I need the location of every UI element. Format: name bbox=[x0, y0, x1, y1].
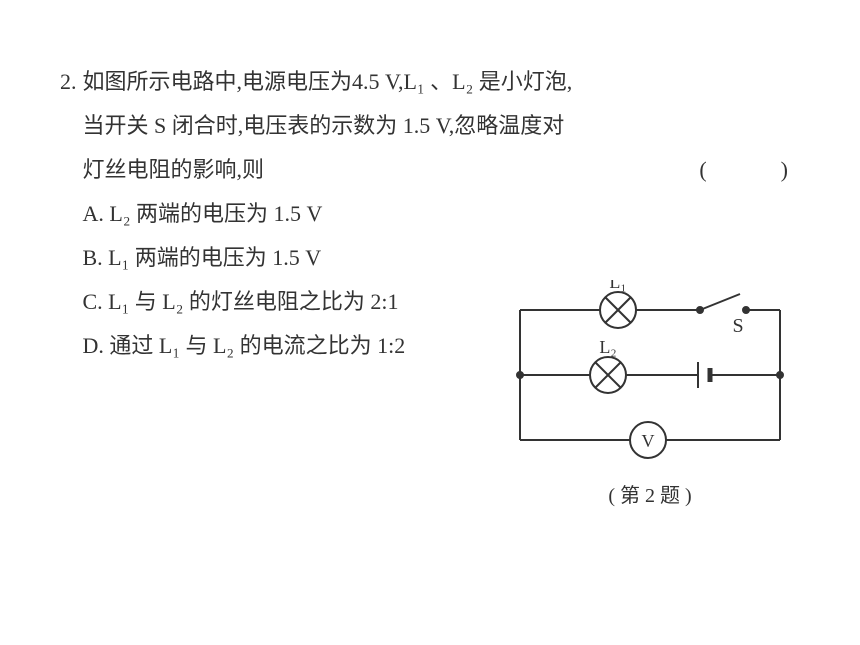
stem-line-1: 如图所示电路中,电源电压为4.5 V,L₁ 、L₂ 是小灯泡, bbox=[83, 60, 791, 104]
label-l2: L₂ bbox=[599, 337, 616, 357]
option-a: A. L₂ 两端的电压为 1.5 V bbox=[83, 192, 791, 236]
stem-line-3: 灯丝电阻的影响,则 bbox=[83, 148, 265, 192]
answer-paren: ( ) bbox=[699, 148, 790, 192]
label-v: V bbox=[642, 431, 655, 451]
stem-line-3-wrap: 灯丝电阻的影响,则 ( ) bbox=[83, 148, 791, 192]
figure-caption: ( 第 2 题 ) bbox=[500, 476, 800, 516]
stem-line-2: 当开关 S 闭合时,电压表的示数为 1.5 V,忽略温度对 bbox=[83, 104, 791, 148]
question-number: 2. bbox=[60, 60, 77, 368]
circuit-svg: L₁ S L₂ V bbox=[500, 280, 800, 470]
option-b: B. L₁ 两端的电压为 1.5 V bbox=[83, 236, 791, 280]
label-l1: L₁ bbox=[609, 280, 626, 292]
circuit-figure: L₁ S L₂ V ( 第 2 题 ) bbox=[500, 280, 800, 516]
label-s: S bbox=[732, 315, 743, 337]
